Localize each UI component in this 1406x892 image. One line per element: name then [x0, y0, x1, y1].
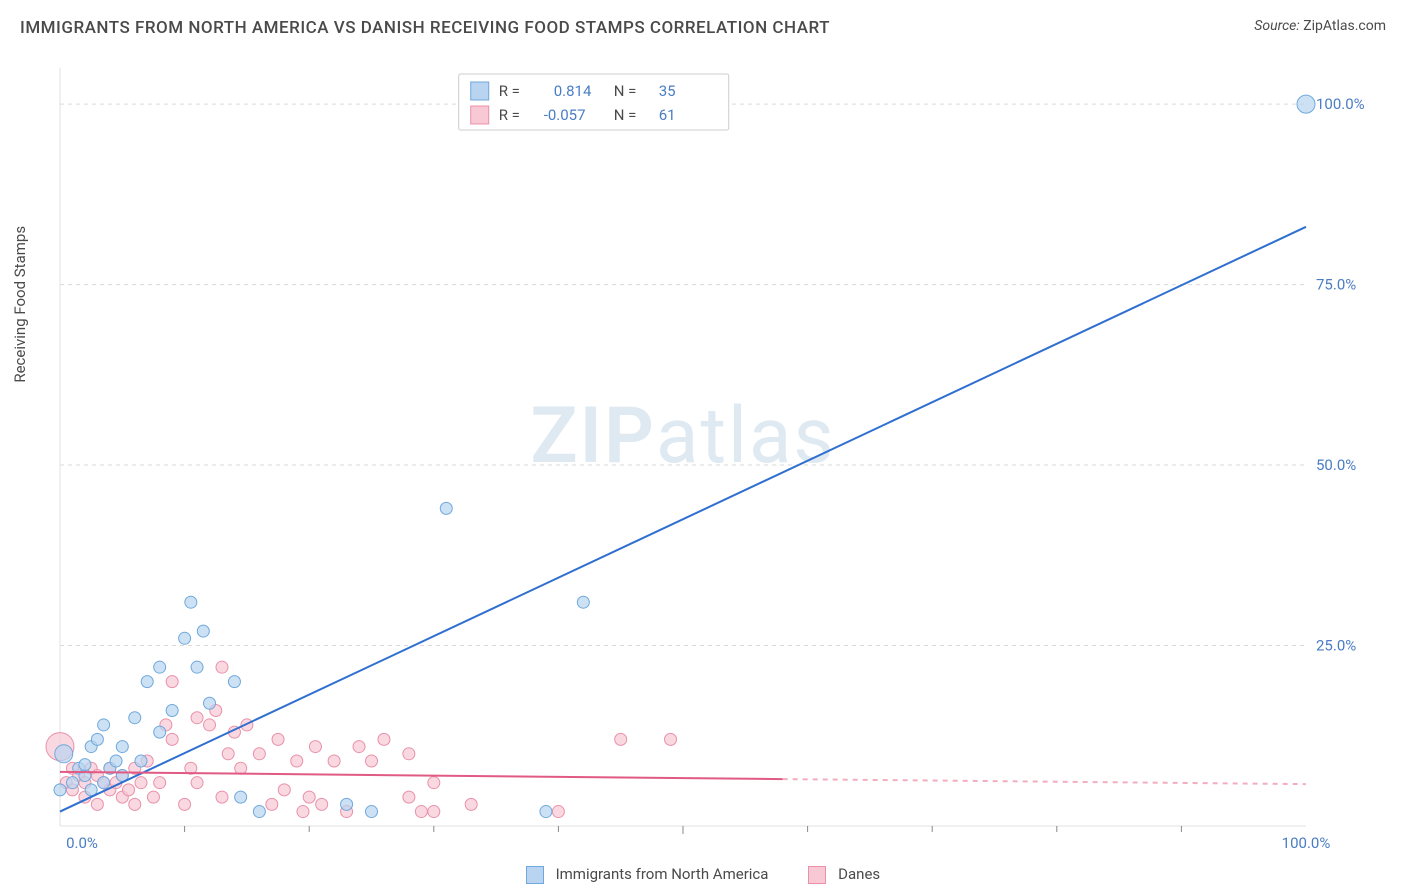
svg-text:N =: N = [614, 82, 637, 100]
source-label: Source: [1254, 18, 1299, 34]
chart-container: Receiving Food Stamps 25.0%50.0%75.0%100… [30, 48, 1386, 856]
svg-text:25.0%: 25.0% [1316, 637, 1356, 655]
legend-swatch-blue [526, 866, 544, 884]
svg-text:0.0%: 0.0% [66, 834, 98, 852]
svg-text:100.0%: 100.0% [1282, 834, 1331, 852]
source-attribution: Source: ZipAtlas.com [1254, 18, 1386, 34]
svg-text:R =: R = [499, 106, 520, 124]
legend-item-danes: Danes [808, 865, 880, 884]
legend-swatch-pink [808, 866, 826, 884]
svg-text:0.814: 0.814 [554, 82, 592, 100]
svg-text:61: 61 [659, 106, 676, 124]
y-axis-label: Receiving Food Stamps [11, 226, 29, 383]
svg-text:100.0%: 100.0% [1316, 95, 1365, 113]
correlation-scatter-chart: 25.0%50.0%75.0%100.0%0.0%100.0%ZIPatlasR… [30, 48, 1386, 856]
legend-label-immigrants: Immigrants from North America [556, 865, 769, 883]
bottom-legend: Immigrants from North America Danes [0, 865, 1406, 884]
source-value: ZipAtlas.com [1303, 18, 1386, 34]
legend-label-danes: Danes [838, 865, 880, 883]
svg-text:R =: R = [499, 82, 520, 100]
svg-text:75.0%: 75.0% [1316, 276, 1356, 294]
chart-title: IMMIGRANTS FROM NORTH AMERICA VS DANISH … [20, 18, 830, 38]
svg-text:35: 35 [659, 82, 676, 100]
svg-text:-0.057: -0.057 [544, 106, 586, 124]
svg-text:50.0%: 50.0% [1316, 456, 1356, 474]
svg-text:N =: N = [614, 106, 637, 124]
legend-item-immigrants: Immigrants from North America [526, 865, 769, 884]
